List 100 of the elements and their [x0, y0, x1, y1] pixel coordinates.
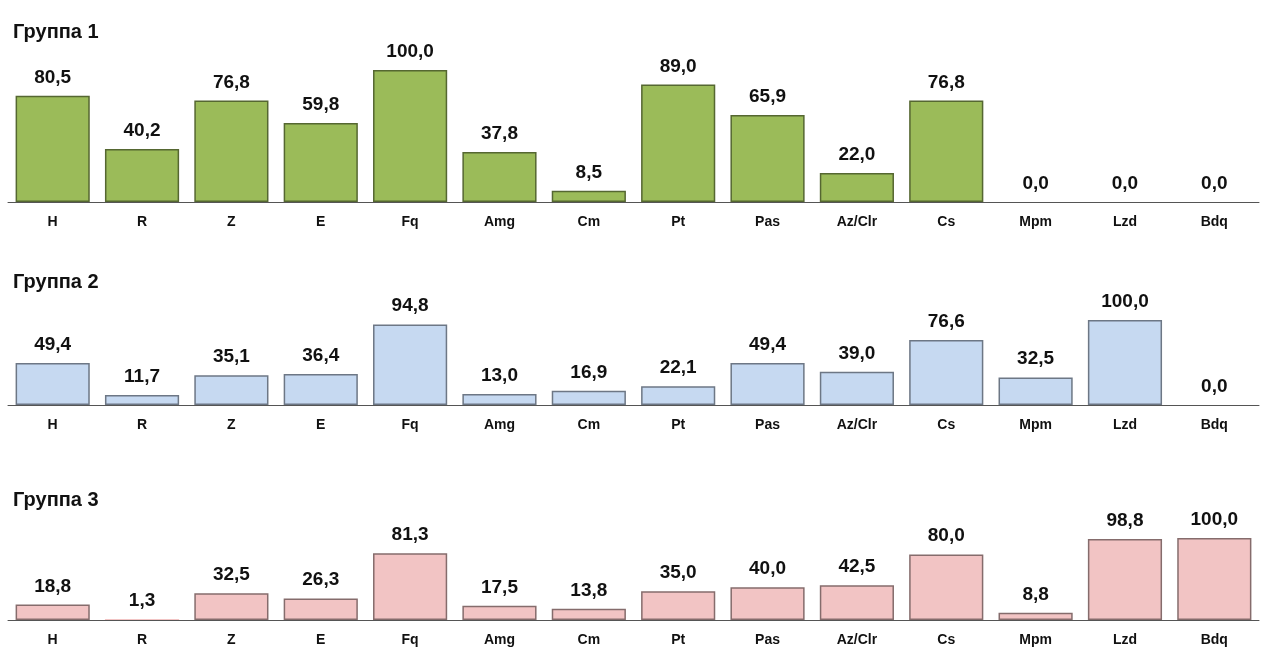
x-tick-label: Pas: [755, 213, 781, 229]
x-tick-label: Lzd: [1112, 631, 1138, 647]
x-tick-label: R: [136, 416, 148, 432]
bar: [283, 598, 358, 620]
x-tick-label: Cm: [577, 416, 601, 432]
bar: [1087, 320, 1163, 405]
x-tick-label: Fq: [401, 416, 419, 432]
data-label: 49,4: [34, 333, 72, 355]
data-label: 40,2: [123, 118, 161, 140]
bar: [909, 554, 984, 620]
bar: [819, 172, 894, 202]
bar: [283, 374, 358, 405]
data-label: 35,1: [212, 345, 251, 367]
x-tick-label: Amg: [483, 416, 516, 432]
data-label: 0,0: [1022, 172, 1049, 193]
data-label: 80,0: [927, 524, 965, 546]
data-label: 16,9: [570, 360, 608, 382]
data-label: 13,8: [570, 578, 608, 600]
data-label: 100,0: [386, 40, 434, 61]
data-label: 76,8: [927, 70, 965, 92]
bar: [551, 608, 626, 620]
bar: [462, 393, 537, 405]
data-label: 94,8: [391, 294, 429, 316]
x-tick-label: Bdq: [1200, 631, 1228, 647]
bar: [15, 95, 90, 202]
data-label: 0,0: [1201, 172, 1228, 193]
chart-title: Группа 2: [13, 270, 99, 292]
x-tick-label: Lzd: [1112, 416, 1138, 432]
x-tick-label: Cm: [577, 631, 601, 647]
bar: [194, 375, 269, 405]
x-tick-label: Mpm: [1019, 631, 1052, 647]
bar: [819, 585, 894, 620]
bar: [373, 553, 448, 620]
bar: [551, 390, 626, 405]
bar: [283, 123, 358, 202]
x-tick-label: Pt: [671, 631, 686, 647]
chart-title: Группа 3: [13, 488, 99, 510]
x-tick-label: Az/Clr: [836, 631, 878, 647]
data-label: 100,0: [1101, 290, 1149, 311]
x-tick-label: Cm: [577, 213, 601, 229]
data-label: 18,8: [34, 574, 72, 596]
bar: [730, 587, 805, 620]
data-label: 80,5: [34, 65, 72, 87]
bar: [909, 100, 984, 202]
bar: [641, 591, 716, 620]
data-label: 49,4: [749, 333, 787, 355]
bar: [462, 605, 537, 620]
data-label: 76,6: [927, 309, 965, 331]
x-tick-label: R: [136, 213, 148, 229]
x-tick-label: Bdq: [1200, 416, 1228, 432]
data-label: 98,8: [1106, 508, 1144, 530]
bar: [15, 363, 90, 405]
x-tick-label: Az/Clr: [836, 213, 878, 229]
x-tick-label: Cs: [937, 213, 956, 229]
data-label: 32,5: [212, 563, 251, 585]
x-tick-label: Amg: [483, 213, 516, 229]
bar: [641, 84, 716, 202]
bar: [730, 363, 805, 405]
data-label: 59,8: [302, 93, 340, 115]
x-tick-label: Cs: [937, 416, 956, 432]
x-tick-label: H: [47, 631, 58, 647]
data-label: 35,0: [659, 561, 697, 583]
bar: [194, 100, 269, 202]
x-tick-label: Fq: [401, 631, 419, 647]
x-tick-label: Pas: [755, 631, 781, 647]
x-tick-label: Pas: [755, 416, 781, 432]
data-label: 1,3: [128, 588, 156, 610]
data-label: 36,4: [302, 344, 340, 366]
x-tick-label: Mpm: [1019, 213, 1052, 229]
data-label: 13,0: [480, 363, 518, 385]
data-label: 22,0: [838, 142, 876, 164]
data-label: 8,5: [575, 160, 603, 182]
x-tick-label: E: [316, 416, 326, 432]
data-label: 0,0: [1201, 375, 1228, 396]
x-tick-label: Cs: [937, 631, 956, 647]
x-tick-label: R: [136, 631, 148, 647]
data-label: 0,0: [1111, 172, 1139, 193]
bar: [1087, 538, 1163, 620]
x-tick-label: Pt: [671, 213, 686, 229]
bar: [1177, 538, 1252, 620]
data-label: 32,5: [1017, 347, 1055, 369]
x-tick-label: Mpm: [1019, 416, 1052, 432]
x-tick-label: Lzd: [1112, 213, 1138, 229]
bar: [15, 604, 90, 620]
bar: [104, 148, 180, 202]
bar: [462, 152, 537, 202]
bar: [819, 371, 894, 405]
x-tick-label: Bdq: [1200, 213, 1228, 229]
x-tick-label: E: [316, 631, 326, 647]
chart-title: Группа 1: [13, 20, 99, 42]
data-label: 76,8: [212, 70, 250, 92]
bar: [998, 612, 1073, 620]
data-label: 42,5: [838, 555, 876, 577]
bar: [373, 70, 448, 202]
bar: [641, 386, 716, 405]
data-label: 37,8: [480, 122, 518, 144]
bar: [551, 190, 626, 202]
bar: [373, 324, 448, 405]
data-label: 65,9: [749, 85, 787, 107]
data-label: 40,0: [749, 557, 787, 579]
